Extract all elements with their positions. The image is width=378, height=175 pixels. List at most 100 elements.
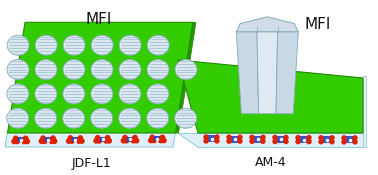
Circle shape	[131, 138, 136, 143]
Bar	[322, 136, 330, 143]
Circle shape	[162, 138, 166, 143]
Ellipse shape	[119, 84, 141, 104]
Circle shape	[215, 139, 219, 143]
Bar	[154, 136, 160, 141]
Circle shape	[97, 139, 101, 143]
Ellipse shape	[91, 84, 113, 104]
Polygon shape	[236, 32, 259, 114]
Circle shape	[307, 140, 311, 144]
Circle shape	[107, 139, 112, 143]
Ellipse shape	[35, 84, 57, 104]
Circle shape	[238, 135, 242, 139]
Circle shape	[227, 139, 231, 143]
Circle shape	[52, 139, 57, 143]
Circle shape	[284, 139, 288, 143]
Circle shape	[14, 136, 18, 141]
Bar	[127, 137, 133, 142]
Polygon shape	[5, 131, 175, 147]
Circle shape	[307, 136, 311, 140]
Polygon shape	[8, 22, 193, 133]
Ellipse shape	[119, 108, 141, 128]
Bar	[299, 136, 307, 143]
Circle shape	[330, 140, 334, 144]
Circle shape	[51, 136, 55, 140]
Polygon shape	[178, 133, 363, 147]
Ellipse shape	[91, 108, 113, 128]
Text: MFI: MFI	[304, 17, 331, 32]
Circle shape	[133, 135, 137, 140]
Circle shape	[250, 135, 254, 139]
Circle shape	[15, 139, 19, 144]
Ellipse shape	[63, 84, 85, 104]
Ellipse shape	[63, 35, 85, 55]
Bar	[100, 137, 106, 142]
Ellipse shape	[91, 60, 113, 80]
Ellipse shape	[35, 60, 57, 80]
Circle shape	[353, 140, 357, 144]
Circle shape	[261, 135, 265, 139]
Circle shape	[105, 136, 110, 140]
Circle shape	[80, 139, 84, 143]
Circle shape	[68, 136, 73, 140]
Bar	[18, 137, 24, 142]
Circle shape	[152, 138, 156, 143]
Circle shape	[319, 136, 323, 140]
Circle shape	[70, 139, 74, 143]
Circle shape	[238, 139, 242, 143]
Circle shape	[296, 136, 300, 140]
Bar	[231, 136, 239, 143]
Bar	[254, 136, 262, 143]
Bar	[45, 137, 51, 142]
Ellipse shape	[7, 60, 29, 80]
Polygon shape	[363, 76, 366, 147]
Circle shape	[261, 139, 265, 143]
Circle shape	[12, 139, 16, 144]
Circle shape	[67, 139, 71, 143]
Circle shape	[150, 135, 155, 140]
Circle shape	[104, 139, 108, 143]
Circle shape	[160, 135, 164, 140]
Ellipse shape	[119, 60, 141, 80]
Bar	[208, 135, 215, 142]
Ellipse shape	[7, 35, 29, 55]
Circle shape	[134, 138, 139, 143]
Circle shape	[22, 139, 26, 144]
Text: JDF-L1: JDF-L1	[72, 156, 112, 170]
Circle shape	[284, 135, 288, 139]
Polygon shape	[175, 22, 196, 133]
Ellipse shape	[91, 35, 113, 55]
Ellipse shape	[147, 84, 169, 104]
Circle shape	[25, 139, 29, 144]
Circle shape	[296, 140, 300, 144]
Circle shape	[123, 135, 127, 140]
Ellipse shape	[119, 35, 141, 55]
Circle shape	[342, 136, 346, 140]
Circle shape	[250, 139, 254, 143]
Ellipse shape	[7, 108, 29, 128]
Circle shape	[159, 138, 163, 143]
Circle shape	[77, 139, 81, 143]
Circle shape	[49, 139, 54, 143]
Circle shape	[42, 139, 47, 143]
Circle shape	[96, 136, 100, 140]
Circle shape	[149, 138, 153, 143]
Ellipse shape	[147, 60, 169, 80]
Circle shape	[204, 139, 208, 143]
Circle shape	[330, 136, 334, 140]
Polygon shape	[276, 32, 298, 114]
Circle shape	[41, 136, 45, 140]
Ellipse shape	[147, 108, 169, 128]
Circle shape	[39, 139, 44, 143]
Text: MFI: MFI	[86, 12, 112, 26]
Ellipse shape	[35, 35, 57, 55]
Text: AM-4: AM-4	[255, 156, 286, 170]
Ellipse shape	[63, 108, 85, 128]
Ellipse shape	[35, 108, 57, 128]
Polygon shape	[236, 17, 298, 32]
Polygon shape	[257, 32, 277, 114]
Circle shape	[342, 140, 346, 144]
Circle shape	[273, 139, 277, 143]
Circle shape	[227, 135, 231, 139]
Circle shape	[273, 135, 277, 139]
Circle shape	[78, 136, 82, 140]
